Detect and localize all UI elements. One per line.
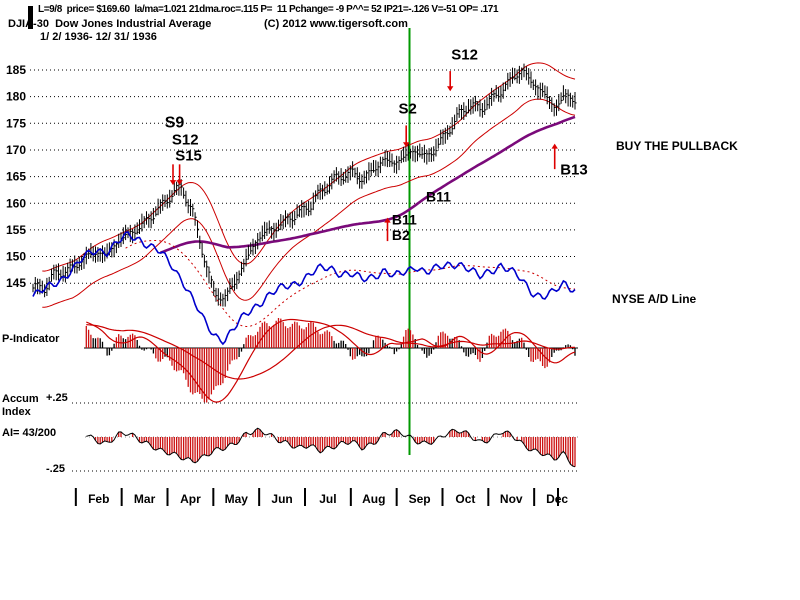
month-label: Feb <box>88 492 109 506</box>
annotation-b13: B13 <box>560 161 588 178</box>
annotation-b11: B11 <box>426 189 451 205</box>
annotation-b2: B2 <box>392 227 410 243</box>
p-indicator-label: P-Indicator <box>2 333 60 345</box>
caret-mark <box>28 6 33 29</box>
annotation-s2: S2 <box>399 101 417 118</box>
down-arrowhead-icon <box>169 180 177 186</box>
month-label: Dec <box>546 492 568 506</box>
price-axis-label: 155 <box>6 223 26 237</box>
ad-ma-dotted <box>125 240 576 328</box>
upper-envelope <box>42 62 576 272</box>
down-arrowhead-icon <box>447 86 454 92</box>
month-label: May <box>225 492 249 506</box>
annotation-s12: S12 <box>172 132 199 149</box>
ad-line <box>32 231 576 346</box>
annotation-s9: S9 <box>165 115 185 132</box>
p-histogram-red <box>85 318 551 403</box>
price-axis-label: 165 <box>6 170 26 184</box>
accum-bars <box>94 428 576 467</box>
ai-value-label: AI= 43/200 <box>2 427 57 439</box>
price-axis-label: 150 <box>6 250 26 264</box>
index-label: Index <box>2 406 31 418</box>
p-signal-fast <box>86 318 576 403</box>
month-label: Sep <box>409 492 431 506</box>
symbol-title: DJIA-30 Dow Jones Industrial Average <box>8 18 212 30</box>
price-axis-label: 175 <box>6 116 26 130</box>
accum-line <box>86 427 576 468</box>
up-arrowhead-icon <box>384 217 391 223</box>
stats-line: L=9/8 price= $169.60 la/ma=1.021 21dma.r… <box>38 4 499 15</box>
month-label: Apr <box>180 492 201 506</box>
buy-pullback-label: BUY THE PULLBACK <box>616 139 738 153</box>
price-axis-label: 170 <box>6 143 26 157</box>
annotation-s12: S12 <box>451 46 478 63</box>
price-bars <box>32 63 577 307</box>
down-arrowhead-icon <box>176 180 183 186</box>
up-arrowhead-icon <box>551 143 558 149</box>
date-range-label: 1/ 2/ 1936- 12/ 31/ 1936 <box>40 31 157 43</box>
month-label: Aug <box>362 492 385 506</box>
down-arrowhead-icon <box>403 142 410 148</box>
month-label: Jul <box>319 492 336 506</box>
nyse-ad-line-label: NYSE A/D Line <box>612 292 697 306</box>
annotation-b11: B11 <box>392 212 417 228</box>
long-ma-line <box>159 115 576 254</box>
lower-envelope <box>42 98 576 308</box>
price-axis-label: 185 <box>6 63 26 77</box>
annotation-s15: S15 <box>175 148 202 165</box>
price-axis-label: 160 <box>6 196 26 210</box>
minus-25-label: -.25 <box>46 463 65 475</box>
month-label: Mar <box>134 492 156 506</box>
price-axis-label: 145 <box>6 276 26 290</box>
month-label: Nov <box>500 492 523 506</box>
plus-25-label: +.25 <box>46 392 68 404</box>
p-signal-slow <box>86 324 576 380</box>
copyright-label: (C) 2012 www.tigersoft.com <box>264 18 408 30</box>
month-label: Jun <box>271 492 292 506</box>
month-label: Oct <box>455 492 475 506</box>
accum-label: Accum <box>2 393 39 405</box>
price-axis-label: 180 <box>6 90 26 104</box>
